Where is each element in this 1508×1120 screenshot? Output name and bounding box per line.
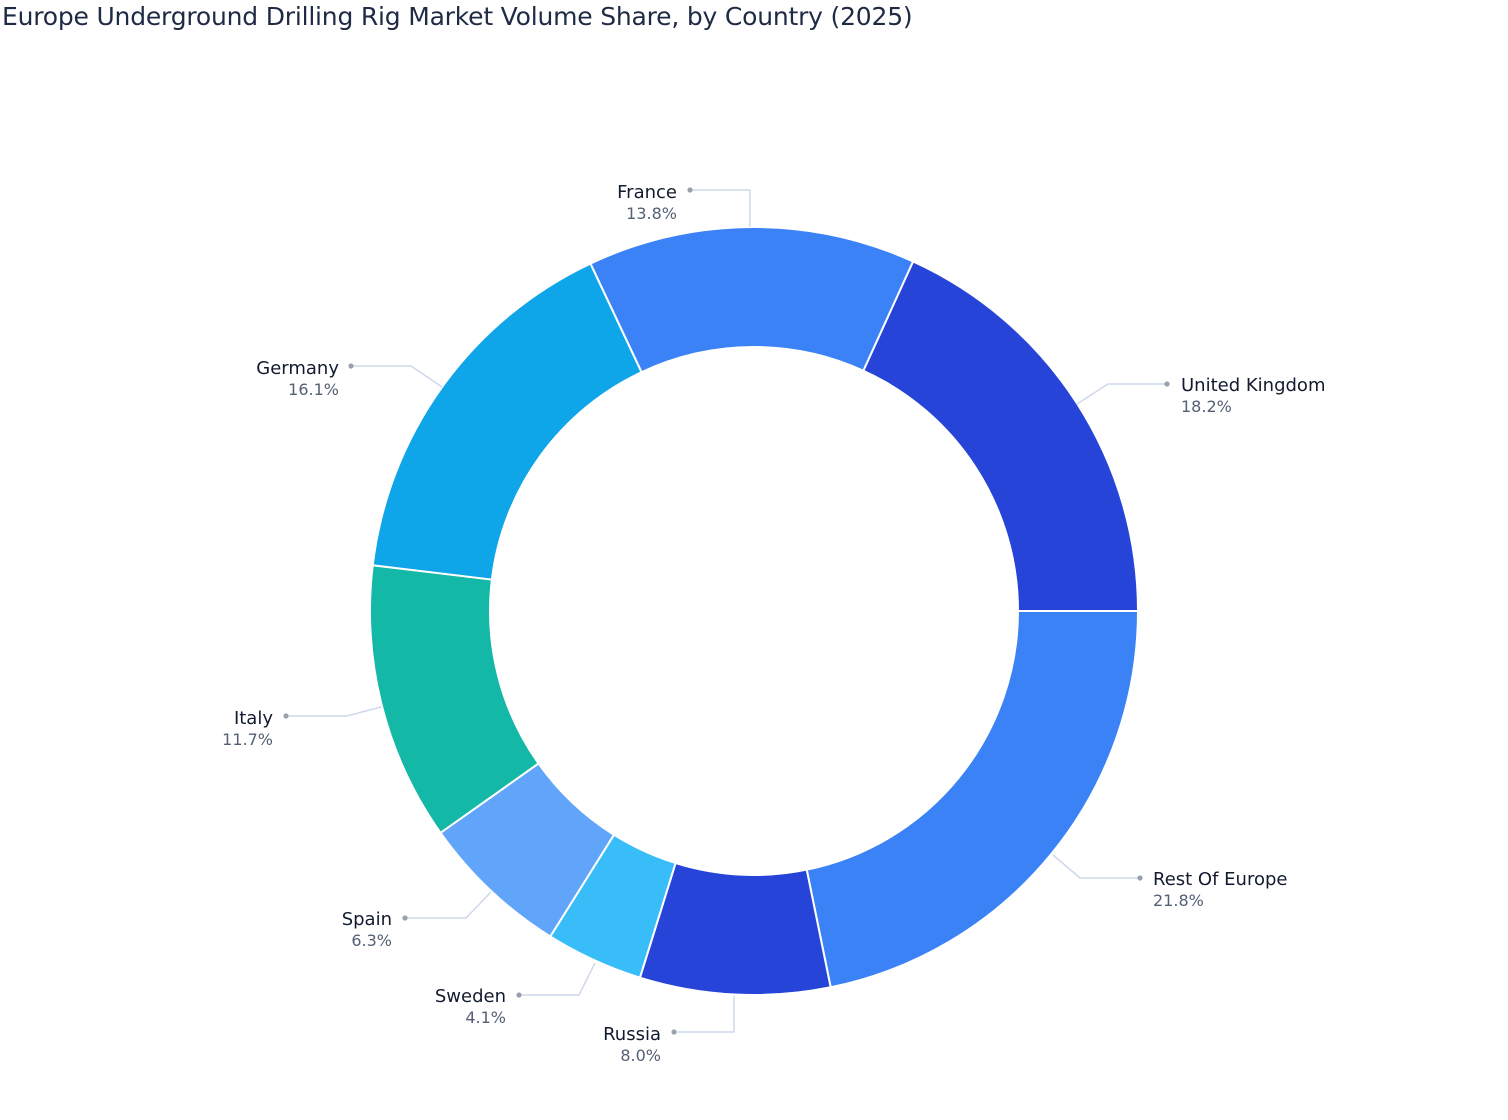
label-italy-name: Italy [234,708,273,729]
slice-rest-of-europe[interactable] [805,610,1140,989]
leader-dot-sweden [516,992,522,998]
donut-slices [369,226,1140,996]
slice-labels: United Kingdom 18.2% Rest Of Europe 21.8… [222,182,1325,1065]
label-sweden-name: Sweden [435,986,506,1007]
leader-dot-france [687,187,693,193]
leader-line-uk [1076,383,1167,405]
label-uk-pct: 18.2% [1181,397,1232,416]
label-sweden-pct: 4.1% [465,1008,506,1027]
label-uk-name: United Kingdom [1181,375,1325,396]
label-germany-pct: 16.1% [288,380,339,399]
leader-line-russia [674,996,735,1033]
label-france-pct: 13.8% [626,204,677,223]
leader-line-rest [1052,854,1140,879]
leader-dot-rest [1137,875,1143,881]
label-spain-pct: 6.3% [351,931,392,950]
label-russia-pct: 8.0% [620,1046,661,1065]
leader-dot-uk [1164,381,1170,387]
label-rest-name: Rest Of Europe [1153,869,1287,890]
label-spain-name: Spain [342,909,392,930]
slice-united-kingdom[interactable] [862,260,1140,612]
leader-line-germany [351,365,443,388]
label-france-name: France [617,182,677,203]
leader-lines [283,187,1170,1035]
label-italy-pct: 11.7% [222,730,273,749]
leader-dot-russia [671,1029,677,1035]
slice-france[interactable] [589,226,915,374]
leader-line-france [690,189,751,227]
label-germany-name: Germany [256,358,339,379]
chart-title: Europe Underground Drilling Rig Market V… [2,2,913,31]
label-russia-name: Russia [603,1024,661,1045]
slice-germany[interactable] [371,262,643,581]
leader-line-spain [405,891,492,919]
leader-line-italy [286,706,382,717]
leader-dot-spain [402,915,408,921]
label-rest-pct: 21.8% [1153,891,1204,910]
leader-line-sweden [519,962,596,996]
leader-dot-germany [348,363,354,369]
leader-dot-italy [283,713,289,719]
